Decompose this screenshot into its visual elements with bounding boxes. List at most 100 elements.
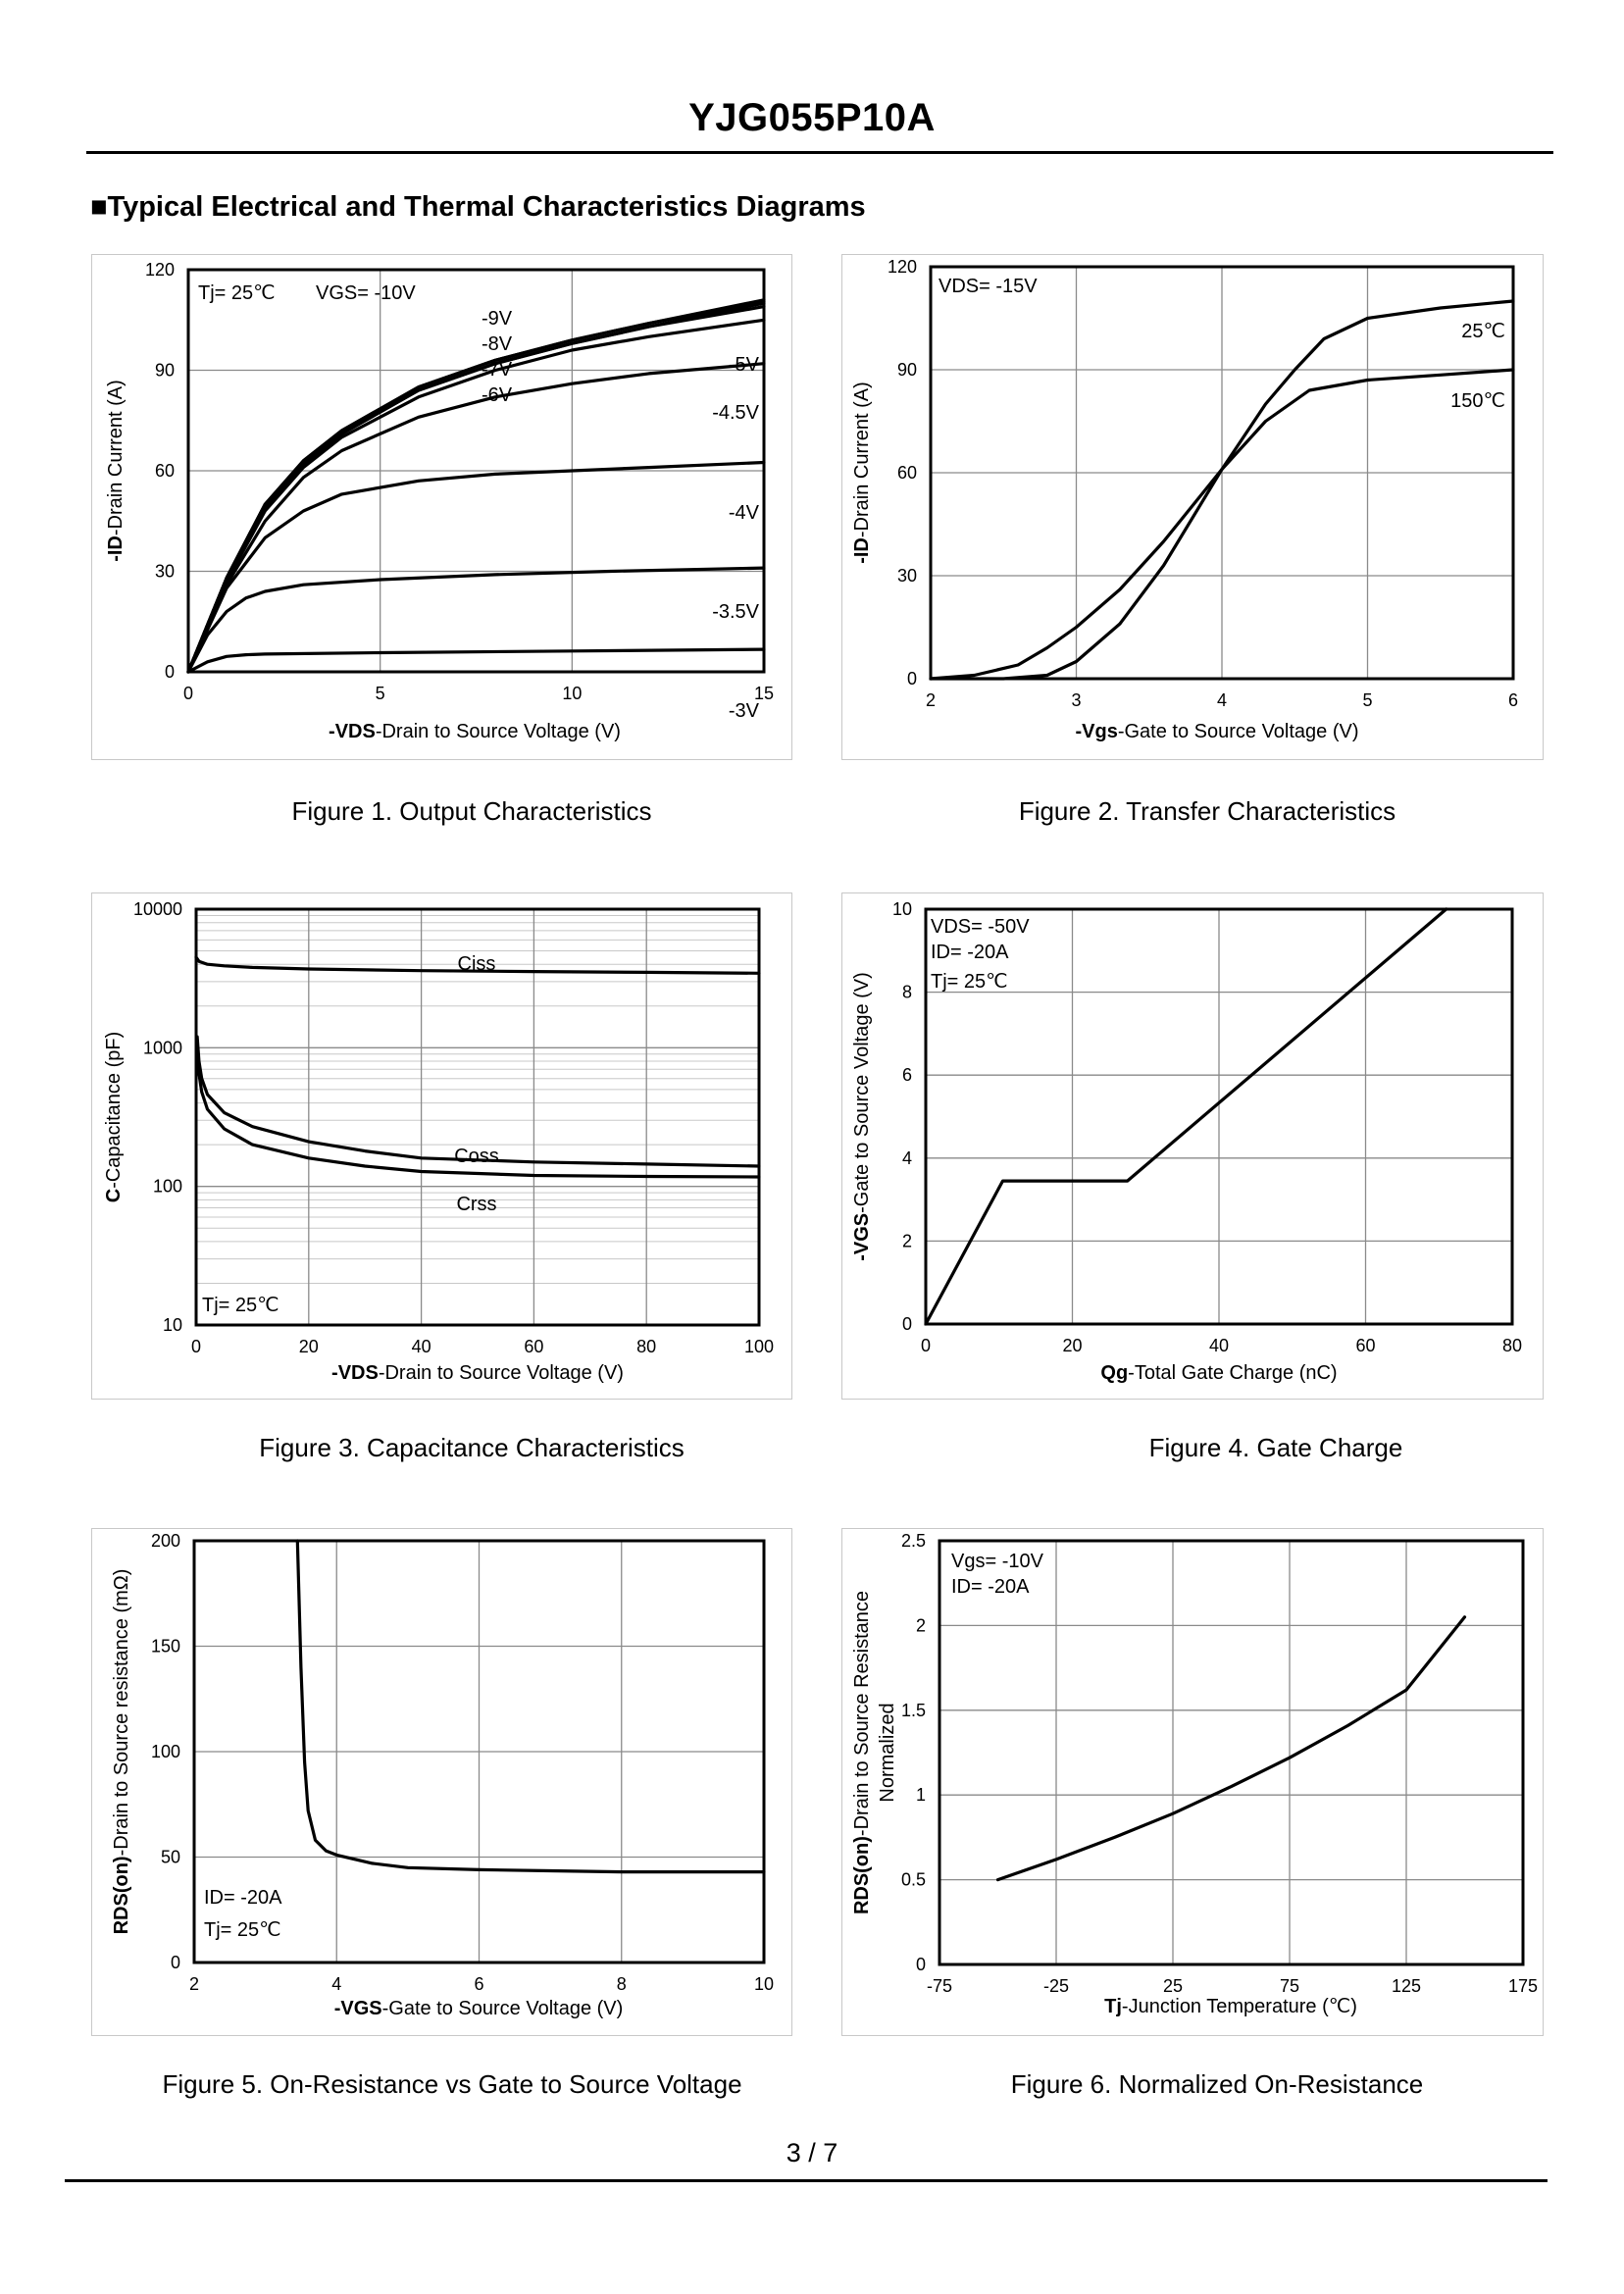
y-tick-label: 0.5 — [901, 1870, 926, 1890]
y-axis-title: -ID-Drain Current (A) — [851, 382, 873, 564]
x-tick-label: 4 — [331, 1974, 341, 1994]
x-tick-label: 0 — [191, 1337, 201, 1356]
fig6-gridlines — [939, 1541, 1523, 1964]
x-tick-label: 0 — [183, 684, 193, 703]
y-tick-label: 6 — [902, 1065, 912, 1085]
series-line-3v — [186, 647, 766, 674]
y-tick-label: 60 — [897, 463, 917, 483]
x-axis-title-bold: -VGS — [334, 1998, 382, 2019]
annotation-label: -3V — [729, 700, 760, 722]
y-tick-label: 4 — [902, 1148, 912, 1168]
y-tick-label: 2 — [902, 1231, 912, 1250]
annotation-label: Crss — [456, 1194, 496, 1215]
y-tick-label: 120 — [145, 260, 175, 280]
series-line-8v — [186, 301, 766, 674]
x-axis-title-bold: -VDS — [331, 1362, 379, 1384]
fig2-gridlines — [931, 267, 1513, 679]
series-line-3.5v — [186, 566, 766, 674]
figure-2-panel: 2 3 4 5 6 0 30 60 90 120 VDS= -15V 25℃ 150℃ -Vgs-Gate… — [841, 254, 1544, 760]
x-tick-label: 125 — [1392, 1976, 1421, 1996]
x-axis-title-rest: -Junction Temperature (℃) — [1122, 1996, 1357, 2017]
y-axis-title-rest: -Drain to Source Resistance — [851, 1591, 873, 1836]
x-axis-title: -VGS-Gate to Source Voltage (V) — [334, 1998, 624, 2019]
y-axis-title: RDS(on)-Drain to Source resistance (mΩ) — [111, 1569, 132, 1935]
y-axis-title-line2: Normalized — [877, 1703, 898, 1802]
annotation-label: VDS= -50V — [931, 916, 1030, 938]
x-tick-label: 20 — [299, 1337, 319, 1356]
y-axis-title-bold: RDS(on) — [111, 1856, 132, 1934]
y-tick-label: 50 — [161, 1848, 180, 1867]
annotation-label: -9V — [482, 308, 513, 330]
figure-1-panel: 0 5 10 15 0 30 60 90 120 Tj= 25℃ VGS= -10V -9V -8V -7… — [91, 254, 792, 760]
series-line-10v — [186, 298, 766, 674]
section-heading: ■Typical Electrical and Thermal Characte… — [90, 191, 866, 223]
figure-3-caption: Figure 3. Capacitance Characteristics — [259, 1433, 685, 1462]
x-tick-label: 15 — [754, 684, 774, 703]
y-axis-title: -ID-Drain Current (A) — [105, 380, 127, 562]
figure-1-chart: 0 5 10 15 0 30 60 90 120 Tj= 25℃ VGS= -10V -9V -8V -7… — [105, 260, 774, 742]
x-tick-label: 60 — [1355, 1336, 1375, 1355]
series-line-9v — [186, 299, 766, 674]
y-tick-label: 0 — [902, 1314, 912, 1334]
x-axis-title: Qg-Total Gate Charge (nC) — [1100, 1362, 1337, 1384]
fig5-gridlines — [194, 1541, 764, 1963]
figure-4-panel: 0 20 40 60 80 0 2 4 6 8 10 VDS= -50V ID= -20A Tj= 25℃… — [841, 892, 1544, 1400]
x-tick-label: 8 — [617, 1974, 627, 1994]
x-axis-title-rest: -Gate to Source Voltage (V) — [1118, 721, 1359, 742]
series-line-5v — [186, 362, 766, 674]
annotation-label: ID= -20A — [204, 1887, 282, 1909]
x-tick-label: 3 — [1071, 690, 1081, 710]
annotation-label: -6V — [482, 384, 513, 406]
figure-4-caption: Figure 4. Gate Charge — [1148, 1433, 1403, 1462]
y-tick-label: 2.5 — [901, 1531, 926, 1551]
x-axis-title: -VDS-Drain to Source Voltage (V) — [329, 721, 621, 742]
y-tick-label: 0 — [165, 662, 175, 682]
figure-2-caption: Figure 2. Transfer Characteristics — [1018, 796, 1396, 826]
annotation-label: ID= -20A — [951, 1576, 1030, 1598]
series-line-normalizedrdson — [995, 1615, 1467, 1882]
y-tick-label: 90 — [155, 361, 175, 381]
annotation-label: Tj= 25℃ — [204, 1919, 281, 1941]
series-line-150 — [929, 368, 1515, 681]
y-tick-label: 8 — [902, 983, 912, 1002]
x-tick-label: 75 — [1280, 1976, 1299, 1996]
x-tick-label: 10 — [754, 1974, 774, 1994]
y-tick-label: 120 — [888, 257, 917, 277]
annotation-label: VDS= -15V — [939, 276, 1038, 297]
y-axis-title-rest: -Drain Current (A) — [851, 382, 873, 537]
annotation-label: Tj= 25℃ — [931, 971, 1008, 993]
y-axis-title-rest: -Gate to Source Voltage (V) — [851, 972, 873, 1213]
x-tick-label: -75 — [927, 1976, 952, 1996]
y-axis-title-bold: -VGS — [851, 1213, 873, 1261]
x-tick-label: 80 — [636, 1337, 656, 1356]
series-line-rdson — [295, 1539, 766, 1874]
annotation-label: 150℃ — [1450, 390, 1505, 412]
plot-frame — [938, 1539, 1525, 1966]
x-tick-label: 25 — [1163, 1976, 1183, 1996]
x-axis-title-rest: -Total Gate Charge (nC) — [1128, 1362, 1337, 1384]
annotation-label: Tj= 25℃ — [202, 1295, 279, 1316]
figure-3-panel: 0 20 40 60 80 100 10 100 1000 10000 Ciss Coss Crss Tj… — [91, 892, 792, 1400]
x-axis-title-bold: Qg — [1100, 1362, 1128, 1384]
plot-frame — [929, 265, 1515, 681]
x-tick-label: 6 — [474, 1974, 483, 1994]
annotation-label: -3.5V — [712, 601, 759, 623]
y-axis-title-bold: C — [103, 1189, 125, 1202]
document-title: YJG055P10A — [688, 96, 936, 139]
x-axis-title: -Vgs-Gate to Source Voltage (V) — [1075, 721, 1358, 742]
annotation-label: Coss — [454, 1146, 499, 1167]
y-tick-label: 10000 — [133, 899, 182, 919]
figure-5-panel: 2 4 6 8 10 0 50 100 150 200 ID= -20A Tj= 25℃ -VGS-Ga… — [91, 1528, 792, 2036]
x-axis-title: Tj-Junction Temperature (℃) — [1104, 1996, 1357, 2017]
footer-rule — [65, 2179, 1548, 2182]
y-tick-label: 30 — [897, 566, 917, 586]
y-tick-label: 100 — [153, 1177, 182, 1197]
y-tick-label: 10 — [892, 899, 912, 919]
x-tick-label: 100 — [744, 1337, 774, 1356]
y-tick-label: 10 — [163, 1315, 182, 1335]
x-tick-label: 4 — [1217, 690, 1227, 710]
y-axis-title: RDS(on)-Drain to Source Resistance — [851, 1591, 873, 1914]
x-axis-title: -VDS-Drain to Source Voltage (V) — [331, 1362, 624, 1384]
